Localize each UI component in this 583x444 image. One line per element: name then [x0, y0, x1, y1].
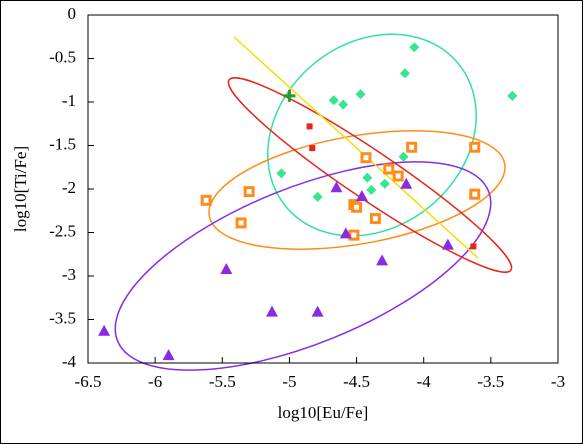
square-point [406, 141, 418, 153]
square-point [383, 163, 395, 175]
diamond-point [409, 42, 420, 53]
x-tick-label: -4 [417, 372, 432, 391]
triangle-point [441, 238, 454, 250]
diamond-point [366, 184, 377, 195]
square-point [306, 123, 313, 130]
x-tick-label: -5 [282, 372, 296, 391]
diamond-point [328, 95, 339, 106]
y-tick-label: -1.5 [49, 134, 76, 153]
y-tick-label: -3.5 [49, 308, 76, 327]
diamond-point [398, 151, 409, 162]
y-tick-label: 0 [68, 4, 77, 23]
triangle-point [376, 254, 389, 266]
x-tick-label: -5.5 [209, 372, 236, 391]
diamond-point [338, 99, 349, 110]
x-tick-label: -4.5 [343, 372, 370, 391]
square-point [309, 145, 316, 152]
green-ellipse [267, 33, 477, 237]
y-axis-title: log10[Ti/Fe] [11, 146, 30, 232]
y-tick-label: -1 [62, 91, 76, 110]
diamond-point [276, 168, 287, 179]
y-tick-label: -2.5 [49, 221, 76, 240]
cross-point [283, 89, 296, 102]
square-point [200, 194, 212, 206]
triangle-point [355, 189, 368, 201]
y-tick-label: -0.5 [49, 47, 76, 66]
square-point [235, 217, 247, 229]
red-ellipse [227, 77, 513, 273]
diamond-point [355, 89, 366, 100]
square-point [243, 186, 255, 198]
square-point [351, 201, 363, 213]
triangle-point [162, 349, 175, 361]
square-point [392, 170, 404, 182]
square-point [469, 188, 481, 200]
diamond-point [379, 178, 390, 189]
diamond-point [399, 68, 410, 79]
y-tick-label: -2 [62, 178, 76, 197]
triangle-point [265, 305, 278, 317]
x-tick-label: -3.5 [477, 372, 504, 391]
diamond-point [507, 90, 518, 101]
triangle-point [400, 177, 413, 189]
x-axis-title: log10[Eu/Fe] [278, 403, 369, 422]
y-tick-label: -3 [62, 265, 76, 284]
triangle-point [98, 324, 111, 336]
square-point [360, 152, 372, 164]
triangle-point [330, 181, 343, 193]
x-tick-label: -6 [148, 372, 162, 391]
triangle-point [311, 305, 324, 317]
diamond-point [362, 172, 373, 183]
triangle-point [220, 263, 233, 275]
triangle-point [339, 227, 352, 239]
x-tick-label: -3 [551, 372, 565, 391]
yellow-line [233, 36, 479, 259]
square-point [369, 213, 381, 225]
orange-ellipse [208, 130, 506, 250]
purple-ellipse [114, 161, 492, 371]
square-point [470, 243, 477, 250]
y-tick-label: -4 [62, 352, 77, 371]
x-tick-label: -6.5 [75, 372, 102, 391]
fit-shapes [114, 33, 513, 371]
square-point [469, 141, 481, 153]
diamond-point [312, 191, 323, 202]
